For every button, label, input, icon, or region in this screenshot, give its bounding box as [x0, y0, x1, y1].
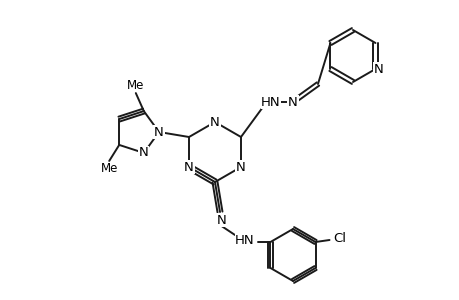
- Text: Me: Me: [127, 79, 144, 92]
- Text: N: N: [217, 214, 226, 226]
- Text: N: N: [373, 62, 382, 76]
- Text: N: N: [287, 95, 297, 109]
- Text: N: N: [154, 125, 163, 139]
- Text: HN: HN: [261, 95, 280, 109]
- Text: Me: Me: [101, 162, 118, 176]
- Text: N: N: [210, 116, 219, 128]
- Text: N: N: [184, 160, 194, 173]
- Text: Cl: Cl: [332, 232, 345, 245]
- Text: N: N: [235, 160, 245, 173]
- Text: HN: HN: [235, 233, 254, 247]
- Text: N: N: [139, 146, 148, 159]
